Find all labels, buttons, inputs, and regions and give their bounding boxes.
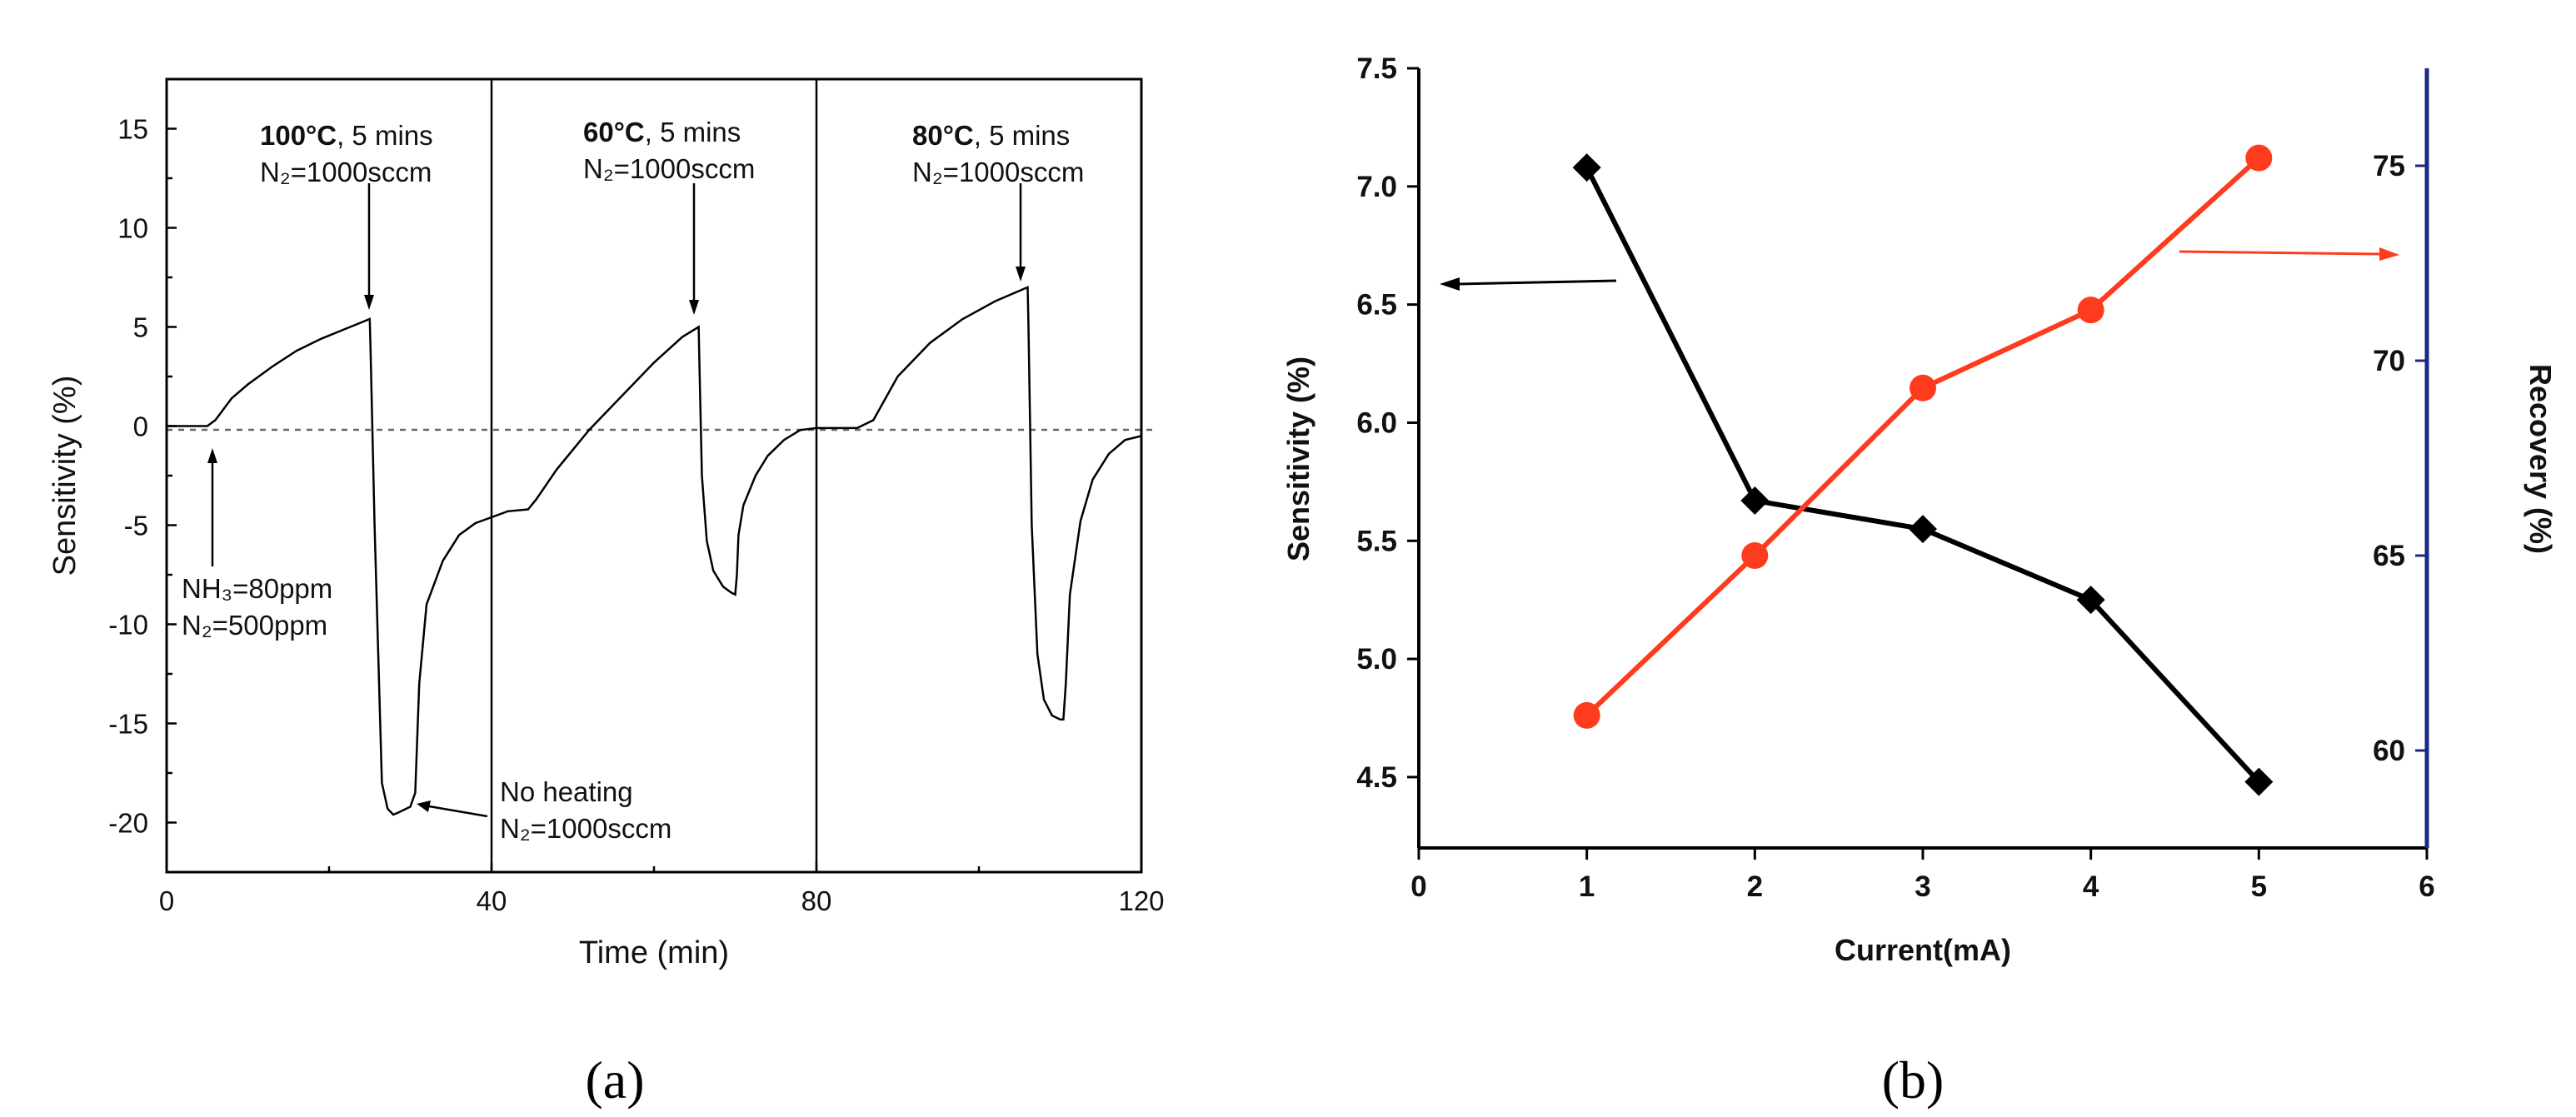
chart-b-x-tick-label: 2 — [1747, 870, 1763, 903]
chart-b-x-tick-label: 6 — [2419, 870, 2434, 903]
annotation-100c-line1: 100°C, 5 mins — [260, 120, 433, 151]
annotation-100c-gas: N₂=1000sccm — [260, 157, 432, 187]
chart-b-recovery-line — [1585, 156, 2261, 718]
recovery-point — [2077, 297, 2104, 324]
recovery-axis-arrow-shaft — [2179, 250, 2382, 256]
chart-b-left-tick-label: 7.0 — [1356, 171, 1397, 203]
recovery-point — [1573, 701, 1600, 729]
chart-b-x-tick-label: 3 — [1915, 870, 1930, 903]
chart-b-x-tick-label: 0 — [1410, 870, 1426, 903]
recovery-point — [1741, 542, 1769, 569]
chart-b-x-tick-label: 5 — [2251, 870, 2267, 903]
chart-b-left-axis-label: Sensitivity (%) — [1281, 357, 1315, 561]
chart-b-right-y-ticks: 75 70 65 60 — [2373, 150, 2427, 767]
sensitivity-point — [1909, 515, 1937, 544]
chart-b-right-tick-label: 60 — [2373, 735, 2405, 767]
annotation-no-heating-arrowhead — [417, 800, 431, 812]
chart-a-x-tick-label: 40 — [477, 885, 507, 916]
sensitivity-point — [2076, 586, 2105, 615]
sensitivity-axis-arrow-shaft — [1457, 279, 1617, 286]
chart-b-sensitivity-axis-arrow — [1440, 277, 1617, 291]
chart-b-left-tick-label: 7.5 — [1356, 52, 1397, 85]
annotation-nh3-arrowhead — [207, 448, 217, 463]
recovery-point — [1910, 374, 1936, 401]
chart-b: 0 1 2 3 4 5 6 7.5 7.0 6.5 6.0 5.5 5.0 4.5 75 70 65 60 C… — [1281, 52, 2558, 1110]
chart-a-y-tick-label: 5 — [133, 312, 148, 343]
annotation-nh3-line2: N₂=500ppm — [182, 610, 327, 641]
chart-b-right-axis-label: Recovery (%) — [2524, 364, 2558, 554]
chart-a-annotation-no-heating: No heating N₂=1000sccm — [417, 776, 671, 844]
sensitivity-axis-arrowhead — [1440, 277, 1460, 291]
chart-a-dividers — [490, 79, 818, 872]
chart-a-annotation-nh3: NH₃=80ppm N₂=500ppm — [182, 448, 332, 641]
chart-b-x-tick-label: 1 — [1579, 870, 1595, 903]
chart-b-right-tick-label: 75 — [2373, 150, 2405, 182]
chart-a-y-tick-label: -15 — [108, 709, 148, 740]
chart-b-left-tick-label: 4.5 — [1356, 761, 1397, 794]
chart-b-left-tick-label: 6.5 — [1356, 289, 1397, 322]
chart-b-recovery-axis-arrow — [2179, 247, 2399, 261]
sensitivity-point — [1740, 486, 1770, 516]
sensitivity-point — [2244, 767, 2274, 796]
annotation-no-heating-line2: N₂=1000sccm — [500, 813, 671, 844]
chart-b-sensitivity-line — [1584, 166, 2261, 784]
annotation-80c-gas: N₂=1000sccm — [912, 157, 1084, 187]
annotation-80c-line1: 80°C, 5 mins — [912, 120, 1070, 151]
recovery-axis-arrowhead — [2379, 247, 2399, 261]
chart-b-right-tick-label: 65 — [2373, 540, 2405, 572]
chart-a-x-axis-label: Time (min) — [579, 935, 729, 970]
chart-a-x-tick-label: 120 — [1118, 885, 1164, 916]
chart-a-y-tick-label: 15 — [117, 114, 148, 145]
chart-a: 0 40 80 120 15 10 5 0 -5 -10 -15 -20 Time (min) Se… — [47, 77, 1165, 1110]
chart-b-left-tick-label: 5.5 — [1356, 525, 1397, 557]
chart-b-left-tick-label: 5.0 — [1356, 643, 1397, 676]
chart-a-y-ticks: 15 10 5 0 -5 -10 -15 -20 — [108, 114, 177, 839]
chart-a-x-ticks: 0 40 80 120 — [159, 862, 1165, 916]
chart-a-annotation-80c: 80°C, 5 mins N₂=1000sccm — [912, 120, 1084, 282]
annotation-nh3-line1: NH₃=80ppm — [182, 573, 332, 604]
chart-a-y-tick-label: -5 — [124, 511, 148, 541]
chart-a-sensitivity-line — [167, 286, 1142, 816]
chart-b-x-ticks: 0 1 2 3 4 5 6 — [1410, 848, 2435, 903]
chart-a-y-tick-label: 0 — [133, 411, 148, 442]
chart-b-sensitivity-markers — [1572, 153, 2274, 796]
chart-a-x-tick-label: 80 — [801, 885, 832, 916]
chart-a-y-axis-label: Sensitivity (%) — [47, 376, 82, 576]
chart-a-y-tick-label: 10 — [117, 213, 148, 244]
panel-label-b: (b) — [1882, 1050, 1944, 1110]
chart-b-left-y-ticks: 7.5 7.0 6.5 6.0 5.5 5.0 4.5 — [1356, 52, 1419, 794]
chart-b-right-tick-label: 70 — [2373, 345, 2405, 377]
chart-a-annotation-60c: 60°C, 5 mins N₂=1000sccm — [583, 117, 755, 315]
annotation-80c-arrowhead — [1016, 267, 1026, 282]
chart-b-recovery-markers — [1573, 144, 2273, 729]
chart-a-y-tick-label: -20 — [108, 808, 148, 839]
panel-label-a: (a) — [585, 1050, 644, 1110]
recovery-point — [2245, 144, 2273, 172]
chart-a-annotation-100c: 100°C, 5 mins N₂=1000sccm — [260, 120, 433, 310]
chart-b-x-axis-label: Current(mA) — [1835, 933, 2011, 967]
annotation-100c-arrowhead — [364, 295, 374, 310]
annotation-no-heating-line1: No heating — [500, 776, 633, 807]
annotation-60c-gas: N₂=1000sccm — [583, 153, 755, 184]
chart-b-left-tick-label: 6.0 — [1356, 406, 1397, 439]
annotation-60c-line1: 60°C, 5 mins — [583, 117, 741, 147]
annotation-60c-arrowhead — [689, 300, 699, 315]
chart-b-x-tick-label: 4 — [2083, 870, 2099, 903]
chart-a-plot-frame — [165, 77, 1143, 874]
sensitivity-point — [1572, 153, 1601, 182]
chart-a-y-tick-label: -10 — [108, 610, 148, 641]
annotation-no-heating-arrow — [428, 805, 488, 818]
chart-a-x-tick-label: 0 — [159, 885, 174, 916]
